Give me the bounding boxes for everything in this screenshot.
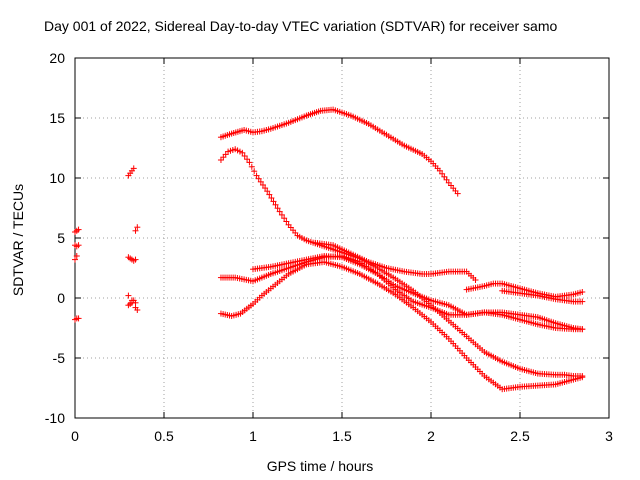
data-point <box>579 326 586 333</box>
data-point <box>274 205 281 212</box>
data-point <box>248 163 255 170</box>
data-point <box>278 211 285 218</box>
data-point <box>125 292 132 299</box>
data-point <box>283 218 290 225</box>
data-point <box>72 256 78 263</box>
data-point <box>75 242 82 249</box>
y-tick-label: -10 <box>45 410 65 426</box>
data-point <box>255 175 262 182</box>
x-tick-label: 0.5 <box>154 428 174 444</box>
data-point <box>259 181 266 188</box>
data-point <box>276 208 283 215</box>
x-axis-label: GPS time / hours <box>266 458 374 474</box>
data-point <box>472 277 479 283</box>
data-point <box>579 289 586 295</box>
data-point <box>132 256 139 263</box>
y-tick-label: 0 <box>57 290 65 306</box>
data-point <box>75 226 82 233</box>
x-tick-label: 2 <box>427 428 435 444</box>
data-point <box>266 191 273 198</box>
y-tick-label: 10 <box>49 170 65 186</box>
y-tick-label: 5 <box>57 230 65 246</box>
data-point <box>251 168 258 175</box>
data-point <box>253 172 260 179</box>
x-tick-label: 2.5 <box>510 428 530 444</box>
data-point <box>257 178 264 185</box>
data-point <box>454 190 461 197</box>
data-point <box>241 153 248 159</box>
x-tick-label: 0 <box>71 428 79 444</box>
data-point <box>281 215 288 222</box>
data-point <box>579 374 586 381</box>
y-axis-label: SDTVAR / TECUs <box>10 183 26 297</box>
data-point <box>272 201 279 208</box>
x-tick-label: 3 <box>605 428 613 444</box>
data-point <box>134 224 141 231</box>
data-point <box>268 195 275 201</box>
data-point <box>134 307 141 313</box>
data-point <box>239 149 246 156</box>
data-point <box>73 253 80 259</box>
data-point <box>579 298 586 305</box>
data-point <box>132 227 139 234</box>
data-point <box>246 159 253 166</box>
data-point <box>130 165 137 172</box>
y-tick-label: -5 <box>53 350 66 366</box>
data-point <box>130 297 137 304</box>
y-tick-label: 15 <box>49 110 65 126</box>
x-tick-label: 1.5 <box>332 428 352 444</box>
data-point <box>264 188 271 195</box>
data-point <box>270 198 277 205</box>
data-point <box>244 156 251 163</box>
data-point <box>75 315 82 322</box>
x-tick-label: 1 <box>249 428 257 444</box>
data-point <box>262 185 269 192</box>
y-tick-label: 20 <box>49 50 65 66</box>
